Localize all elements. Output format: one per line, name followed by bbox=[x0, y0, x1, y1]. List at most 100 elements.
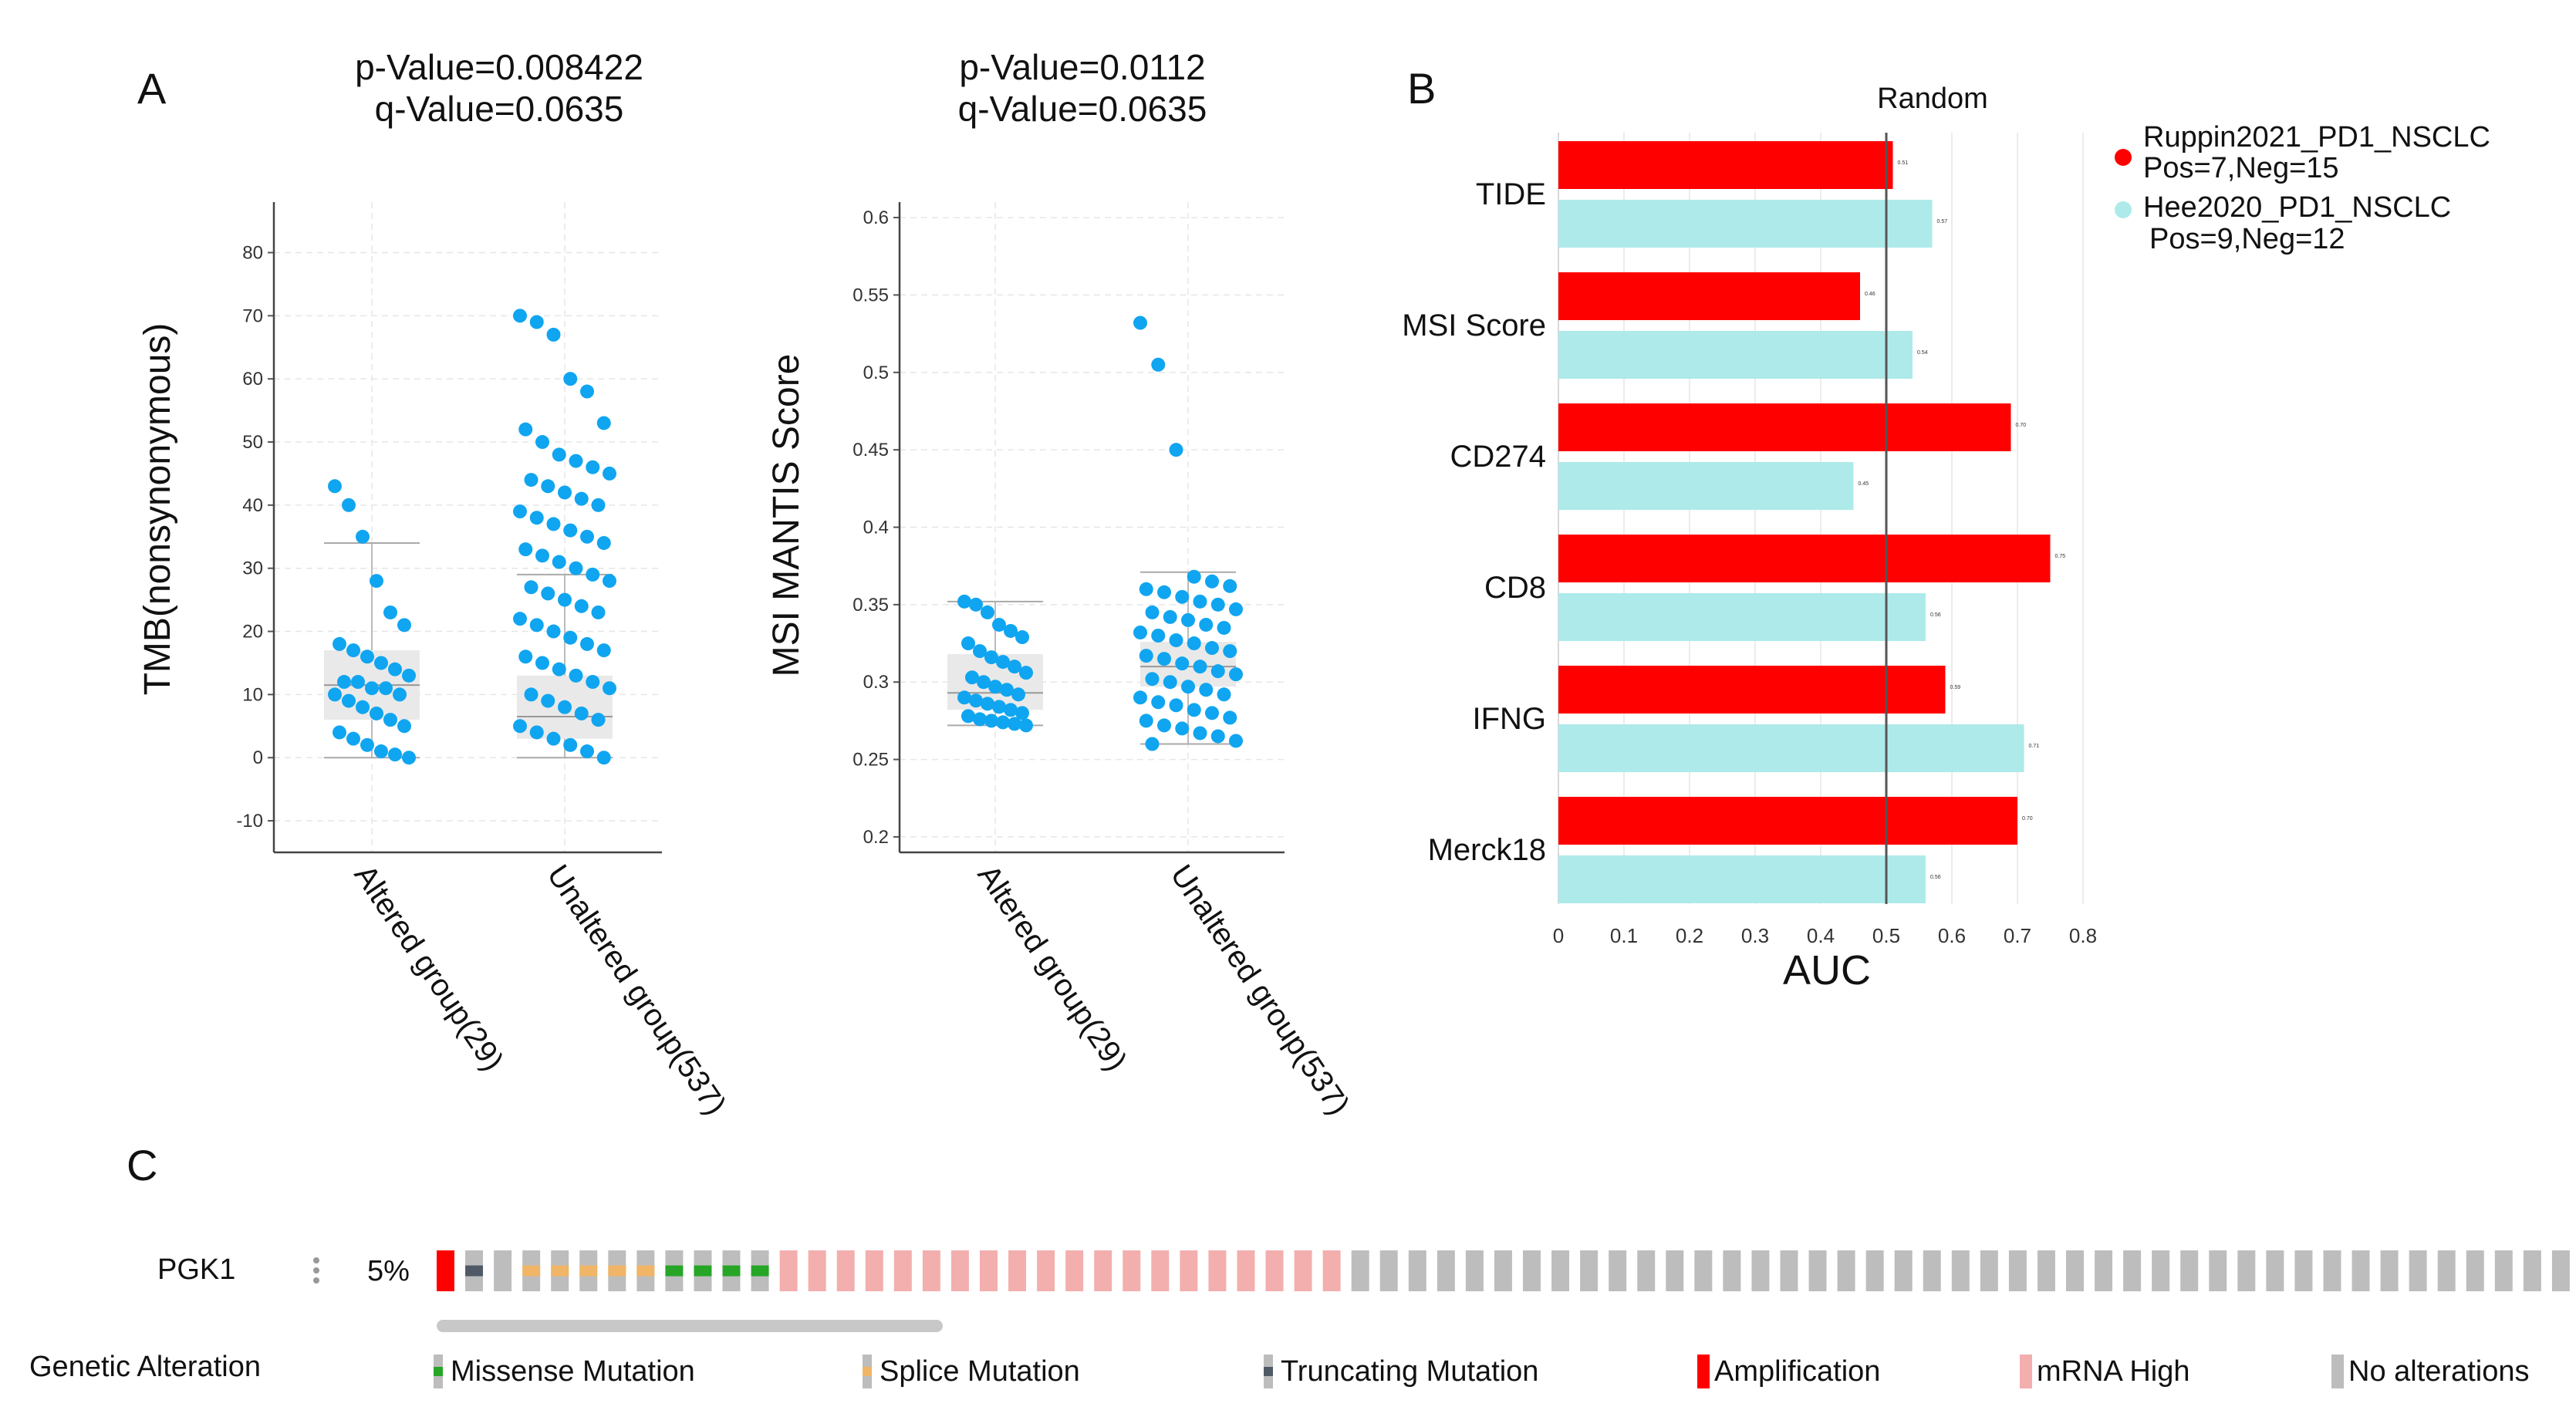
x-tick-label: 0.2 bbox=[1676, 924, 1703, 947]
data-point bbox=[393, 687, 407, 702]
oncoprint-cell bbox=[2209, 1250, 2227, 1291]
y-tick-label: 0.45 bbox=[852, 440, 889, 461]
legend-swatch-mark-missense bbox=[434, 1367, 443, 1376]
oncoprint-mutation-mark bbox=[579, 1265, 598, 1277]
data-point bbox=[518, 542, 533, 557]
data-point bbox=[1169, 698, 1183, 713]
data-point bbox=[1181, 680, 1195, 694]
data-point bbox=[360, 737, 374, 752]
oncoprint-cell bbox=[2237, 1250, 2256, 1291]
data-point bbox=[529, 618, 544, 633]
oncoprint-mutation-mark bbox=[465, 1265, 484, 1277]
oncoprint-cell bbox=[1437, 1250, 1455, 1291]
tmb-p-value: p-Value=0.008422 bbox=[355, 47, 643, 87]
oncoprint-cell bbox=[2323, 1250, 2341, 1291]
bar-ruppin bbox=[1558, 666, 1946, 714]
oncoprint-cell bbox=[1551, 1250, 1570, 1291]
legend-label-none: No alterations bbox=[2348, 1355, 2529, 1388]
data-point bbox=[370, 574, 383, 589]
category-label: Merck18 bbox=[1428, 833, 1546, 867]
data-point bbox=[374, 656, 388, 670]
oncoprint-cell bbox=[2409, 1250, 2427, 1291]
data-point bbox=[397, 719, 411, 734]
oncoprint-track[interactable] bbox=[437, 1250, 2570, 1291]
oncoprint-legend: Missense Mutation Splice Mutation Truncati… bbox=[434, 1355, 2529, 1388]
y-tick-label: 60 bbox=[242, 369, 263, 390]
data-point bbox=[977, 675, 991, 690]
bar-hee bbox=[1558, 200, 1933, 248]
bar-value-label: 0.54 bbox=[1917, 350, 1928, 356]
oncoprint-cell bbox=[1780, 1250, 1798, 1291]
oncoprint-cell bbox=[1294, 1250, 1312, 1291]
data-point bbox=[552, 662, 566, 676]
data-point bbox=[603, 681, 616, 696]
msi-y-axis-label: MSI MANTIS Score bbox=[766, 354, 807, 677]
genetic-alteration-label: Genetic Alteration bbox=[29, 1351, 261, 1383]
data-point bbox=[563, 523, 578, 538]
data-point bbox=[1145, 672, 1160, 687]
oncoprint-cell bbox=[1494, 1250, 1512, 1291]
legend-label-splice: Splice Mutation bbox=[879, 1355, 1080, 1388]
data-point bbox=[1151, 357, 1166, 372]
data-point bbox=[1133, 690, 1147, 705]
data-point bbox=[1199, 683, 1214, 697]
y-tick-label: 0.3 bbox=[863, 672, 889, 693]
bar-value-label: 0.59 bbox=[1950, 685, 1961, 690]
data-point bbox=[342, 693, 356, 708]
data-point bbox=[1011, 687, 1025, 702]
data-point bbox=[370, 706, 383, 720]
y-tick-label: 0.2 bbox=[863, 827, 889, 848]
data-point bbox=[1187, 703, 1201, 717]
gene-menu-icon[interactable] bbox=[313, 1257, 319, 1284]
y-tick-label: 0.6 bbox=[863, 207, 889, 228]
data-point bbox=[333, 725, 346, 740]
oncoprint-cell bbox=[1808, 1250, 1827, 1291]
legend-swatch-mark-trunc bbox=[1264, 1367, 1273, 1376]
oncoprint-cell bbox=[1237, 1250, 1255, 1291]
data-point bbox=[558, 592, 572, 607]
oncoprint-cell bbox=[2380, 1250, 2399, 1291]
data-point bbox=[388, 747, 402, 762]
oncoprint-cell bbox=[1751, 1250, 1770, 1291]
data-point bbox=[1169, 633, 1183, 648]
oncoprint-scrollbar[interactable] bbox=[437, 1320, 943, 1332]
oncoprint-cell bbox=[1151, 1250, 1170, 1291]
msi-p-value: p-Value=0.0112 bbox=[959, 47, 1205, 87]
oncoprint-cell bbox=[779, 1250, 798, 1291]
oncoprint-cell bbox=[1465, 1250, 1484, 1291]
oncoprint-cell bbox=[1980, 1250, 1998, 1291]
data-point bbox=[1187, 636, 1201, 651]
data-point bbox=[1205, 641, 1219, 656]
data-point bbox=[328, 687, 342, 702]
y-tick-label: 0.4 bbox=[863, 518, 889, 538]
auc-plot-area: 0 0.1 0.2 0.3 0.4 0.5 0.6 0.7 0.8 0.51 0.57 TIDE 0.4… bbox=[1402, 133, 2097, 947]
data-point bbox=[984, 650, 998, 665]
bar-value-label: 0.57 bbox=[1937, 219, 1948, 224]
oncoprint-cell bbox=[2494, 1250, 2513, 1291]
data-point bbox=[988, 680, 1002, 694]
data-point bbox=[1019, 718, 1033, 733]
oncoprint-cell bbox=[1723, 1250, 1741, 1291]
oncoprint-cell bbox=[1094, 1250, 1112, 1291]
data-point bbox=[383, 605, 397, 619]
category-label: CD8 bbox=[1484, 571, 1546, 605]
data-point bbox=[1193, 726, 1207, 741]
data-point bbox=[580, 636, 594, 651]
data-point bbox=[596, 535, 611, 550]
y-tick-label: 70 bbox=[242, 305, 263, 326]
data-point bbox=[356, 529, 370, 544]
data-point bbox=[402, 751, 416, 765]
oncoprint-cell bbox=[1208, 1250, 1227, 1291]
data-point bbox=[333, 636, 346, 651]
bar-ruppin bbox=[1558, 797, 2017, 845]
data-point bbox=[569, 561, 583, 575]
auc-chart-title: Random bbox=[1877, 83, 1988, 115]
oncoprint-cell bbox=[2180, 1250, 2199, 1291]
oncoprint-cell bbox=[1037, 1250, 1055, 1291]
oncoprint-cell bbox=[1894, 1250, 1913, 1291]
data-point bbox=[513, 309, 527, 323]
data-point bbox=[969, 693, 983, 708]
data-point bbox=[1145, 605, 1160, 619]
data-point bbox=[957, 594, 971, 609]
